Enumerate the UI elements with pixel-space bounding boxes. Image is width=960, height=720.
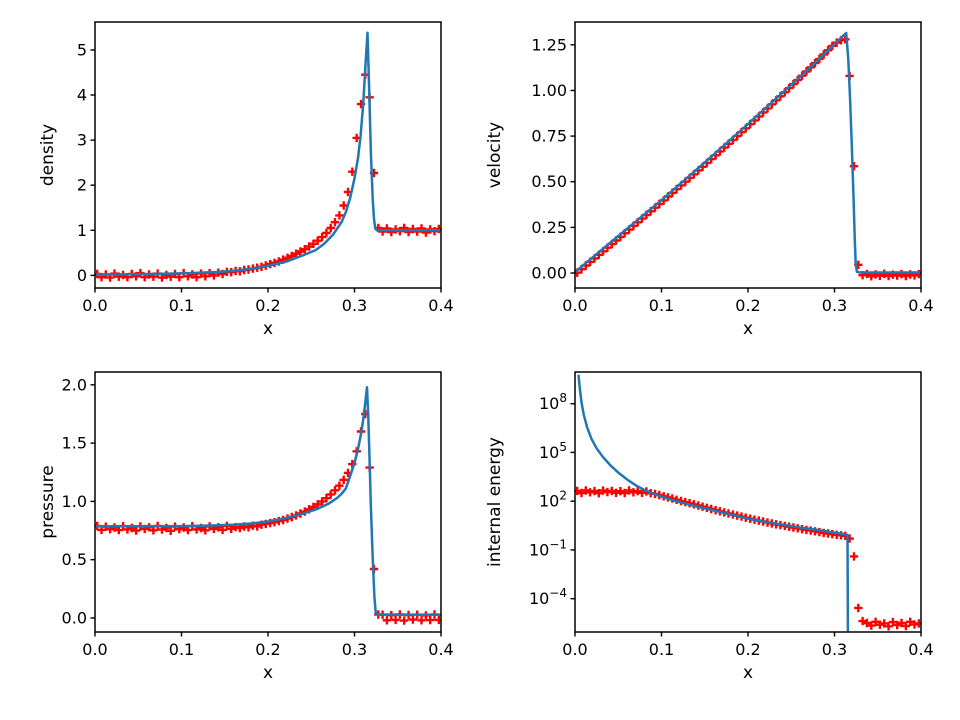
x-tick-label: 0.0 [82, 640, 107, 659]
y-tick-label: 1.25 [531, 35, 567, 54]
x-axis-label: x [743, 319, 753, 339]
x-tick-label: 0.0 [82, 296, 107, 315]
y-tick-label: 108 [539, 391, 567, 413]
y-tick-label: 2.0 [62, 375, 87, 394]
y-tick-exponent: −1 [549, 537, 567, 551]
y-tick-label: 2 [77, 176, 87, 195]
y-tick-exponent: 2 [559, 489, 567, 503]
x-tick-label: 0.2 [735, 296, 760, 315]
pressure-markers [95, 409, 441, 625]
y-tick-label: 1.00 [531, 81, 567, 100]
internal energy-line [577, 374, 850, 632]
x-tick-label: 0.4 [908, 296, 933, 315]
x-tick-label: 0.3 [822, 296, 847, 315]
x-tick-label: 0.1 [169, 296, 194, 315]
plot-spines [574, 371, 922, 633]
y-tick-label: 1.0 [62, 492, 87, 511]
y-tick-label: 0.0 [62, 609, 87, 628]
x-tick-label: 0.0 [562, 296, 587, 315]
x-axis-label: x [263, 663, 273, 683]
y-tick-label: 3 [77, 131, 87, 150]
velocity-markers [575, 35, 921, 281]
x-tick-label: 0.2 [255, 640, 280, 659]
y-axis-label: pressure [38, 465, 58, 538]
x-tick-label: 0.3 [822, 640, 847, 659]
plot-spines [574, 21, 922, 289]
x-tick-label: 0.4 [428, 296, 453, 315]
x-tick-label: 0.3 [342, 640, 367, 659]
y-axis-label: internal energy [485, 437, 505, 567]
x-tick-label: 0.1 [169, 640, 194, 659]
subplot-pressure: 0.0 0.1 0.2 0.3 0.4 0.0 0.5 1.0 1.5 2.0 x pressure [38, 371, 454, 683]
y-tick-label: 105 [539, 440, 567, 462]
y-axis-label: density [38, 124, 58, 186]
x-tick-label: 0.1 [649, 640, 674, 659]
y-tick-label: 102 [539, 489, 567, 511]
x-tick-label: 0.2 [255, 296, 280, 315]
y-tick-label: 4 [77, 86, 87, 105]
pressure-line [95, 385, 441, 616]
density-markers [95, 70, 441, 282]
y-tick-label: 0.75 [531, 127, 567, 146]
y-tick-label: 0.50 [531, 172, 567, 191]
velocity-line [575, 31, 921, 274]
y-tick-label: 1.5 [62, 434, 87, 453]
internal energy-markers [575, 486, 921, 631]
y-tick-label: 0 [77, 266, 87, 285]
y-tick-label: 1 [77, 221, 87, 240]
x-tick-label: 0.4 [908, 640, 933, 659]
y-tick-label: 10−1 [529, 537, 567, 559]
x-axis-label: x [263, 319, 273, 339]
x-tick-label: 0.0 [562, 640, 587, 659]
y-axis-label: velocity [485, 122, 505, 188]
y-tick-exponent: 8 [559, 391, 567, 405]
x-axis-label: x [743, 663, 753, 683]
y-tick-label: 10−4 [529, 586, 567, 608]
x-tick-label: 0.3 [342, 296, 367, 315]
plot-spines [94, 21, 442, 289]
subplot-internal-energy: 0.0 0.1 0.2 0.3 0.4 108 105 102 10−1 10−4 x interna… [485, 371, 934, 683]
y-tick-label: 0.5 [62, 550, 87, 569]
x-tick-label: 0.4 [428, 640, 453, 659]
subplot-velocity: 0.0 0.1 0.2 0.3 0.4 0.00 0.25 0.50 0.75 1.00 1.25 x… [485, 21, 934, 339]
x-tick-label: 0.2 [735, 640, 760, 659]
y-tick-exponent: 5 [559, 440, 567, 454]
density-line [95, 31, 441, 276]
y-tick-exponent: −4 [549, 586, 567, 600]
y-tick-label: 0.00 [531, 264, 567, 283]
x-tick-label: 0.1 [649, 296, 674, 315]
plot-spines [94, 371, 442, 633]
subplot-density: 0.0 0.1 0.2 0.3 0.4 0 1 2 3 4 5 x density [38, 21, 454, 339]
y-tick-label: 0.25 [531, 218, 567, 237]
y-tick-label: 5 [77, 41, 87, 60]
